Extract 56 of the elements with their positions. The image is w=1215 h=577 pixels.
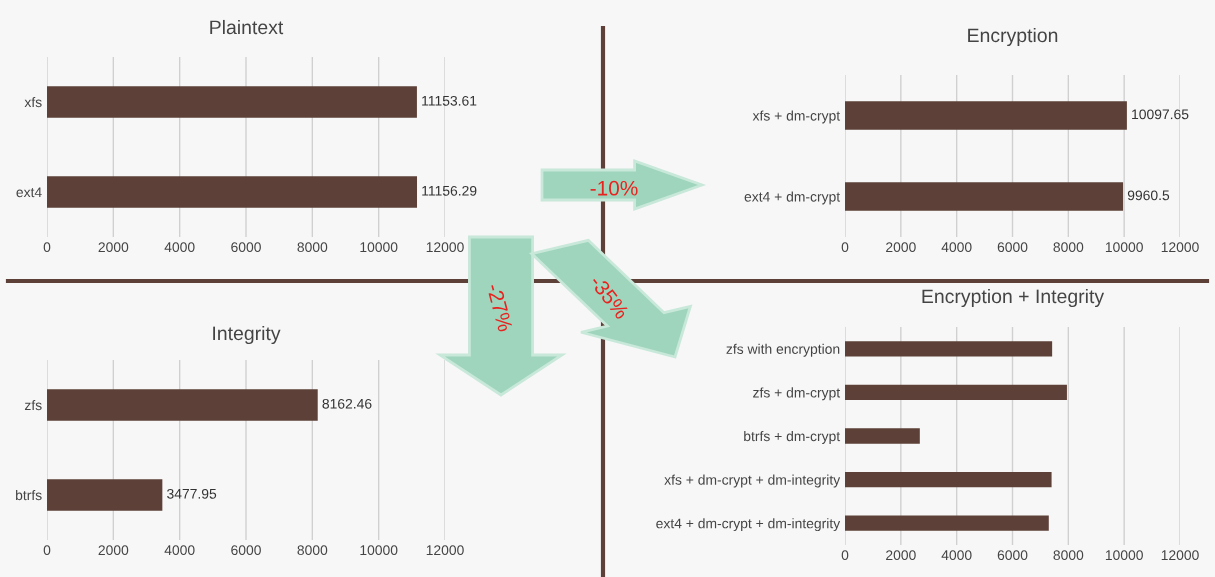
x-tick-label: 6000	[997, 550, 1028, 561]
chart-title: Encryption + Integrity	[922, 288, 1105, 308]
data-label: 11156.29	[422, 185, 477, 196]
x-tick-label: 4000	[164, 545, 195, 556]
x-tick-label: 6000	[231, 242, 261, 253]
y-tick-label: zfs with encryption	[726, 343, 840, 357]
chart-title: Encryption	[968, 27, 1058, 47]
x-tick-label: 12000	[426, 242, 464, 253]
x-tick-label: 6000	[231, 545, 261, 556]
data-label: 11153.61	[422, 95, 477, 106]
bar	[845, 515, 1049, 531]
y-tick-label: ext4	[16, 187, 42, 198]
y-tick-label: ext4 + dm-crypt	[744, 191, 841, 205]
data-label: 8162.46	[322, 398, 372, 409]
y-tick-label: ext4 + dm-crypt + dm-integrity	[656, 518, 841, 532]
x-tick-label: 12000	[1161, 242, 1199, 253]
x-tick-label: 0	[841, 550, 849, 561]
x-tick-label: 2000	[886, 242, 916, 253]
x-tick-label: 8000	[297, 545, 328, 556]
x-tick-label: 12000	[426, 545, 464, 556]
y-tick-label: zfs	[24, 399, 42, 411]
x-tick-label: 4000	[941, 550, 972, 561]
bar	[845, 428, 920, 444]
text: -27%	[486, 283, 513, 333]
data-label: 10097.65	[1132, 109, 1189, 120]
data-label: 3477.95	[167, 488, 217, 499]
bar	[845, 471, 1052, 488]
x-tick-label: 0	[43, 242, 51, 253]
x-tick-label: 6000	[997, 242, 1028, 253]
y-tick-label: btrfs + dm-crypt	[744, 430, 841, 444]
x-tick-label: 8000	[297, 242, 328, 253]
x-tick-label: 0	[841, 242, 849, 253]
x-tick-label: 4000	[941, 242, 972, 253]
x-tick-label: 2000	[886, 550, 916, 561]
data-label: 9960.5	[1127, 190, 1170, 201]
x-tick-label: 10000	[360, 242, 398, 253]
x-tick-label: 10000	[1105, 242, 1143, 253]
bar	[845, 341, 1053, 357]
x-tick-label: 8000	[1053, 550, 1084, 561]
chart-title: Plaintext	[210, 19, 284, 35]
x-tick-label: 10000	[360, 545, 398, 556]
y-tick-label: xfs + dm-crypt	[752, 110, 841, 124]
x-tick-label: 12000	[1161, 550, 1199, 561]
y-tick-label: xfs	[24, 96, 42, 108]
chart-title: Integrity	[213, 325, 281, 345]
x-tick-label: 4000	[164, 242, 195, 253]
x-tick-label: 2000	[98, 242, 129, 253]
y-tick-label: btrfs	[16, 489, 42, 501]
x-tick-label: 2000	[98, 545, 129, 556]
y-tick-label: zfs + dm-crypt	[753, 387, 841, 401]
x-tick-label: 8000	[1053, 242, 1084, 253]
text: -10%	[590, 180, 638, 196]
bar	[845, 384, 1067, 401]
x-tick-label: 10000	[1105, 550, 1143, 561]
y-tick-label: xfs + dm-crypt + dm-integrity	[664, 474, 841, 488]
x-tick-label: 0	[43, 545, 51, 556]
